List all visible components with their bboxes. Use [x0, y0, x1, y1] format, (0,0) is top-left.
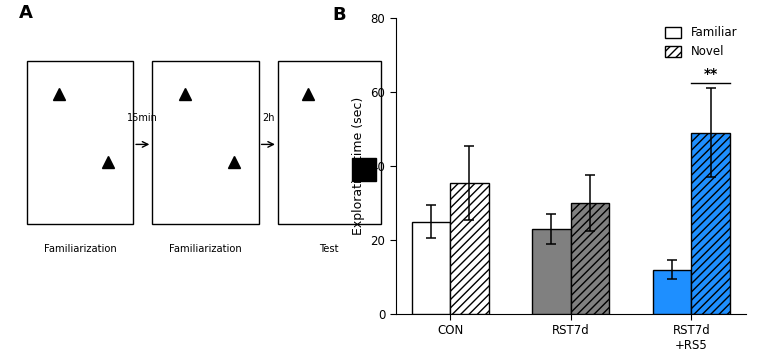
Y-axis label: Exploration time (sec): Exploration time (sec)	[352, 97, 365, 235]
Bar	[451, 183, 489, 314]
Text: Familiarization: Familiarization	[43, 244, 116, 254]
Bar	[27, 61, 133, 224]
Text: B: B	[333, 6, 346, 24]
Text: **: **	[703, 67, 718, 81]
Bar	[691, 133, 730, 314]
Bar	[412, 222, 451, 314]
Bar	[532, 229, 571, 314]
Bar	[152, 61, 259, 224]
Text: Test: Test	[320, 244, 339, 254]
Bar	[352, 158, 376, 180]
Text: A: A	[19, 4, 33, 22]
Bar	[571, 203, 610, 314]
Text: Familiarization: Familiarization	[169, 244, 242, 254]
Bar	[653, 270, 691, 314]
Legend: Familiar, Novel: Familiar, Novel	[663, 24, 740, 61]
Text: 15min: 15min	[127, 113, 158, 123]
Bar	[278, 61, 380, 224]
Text: 2h: 2h	[262, 113, 275, 123]
